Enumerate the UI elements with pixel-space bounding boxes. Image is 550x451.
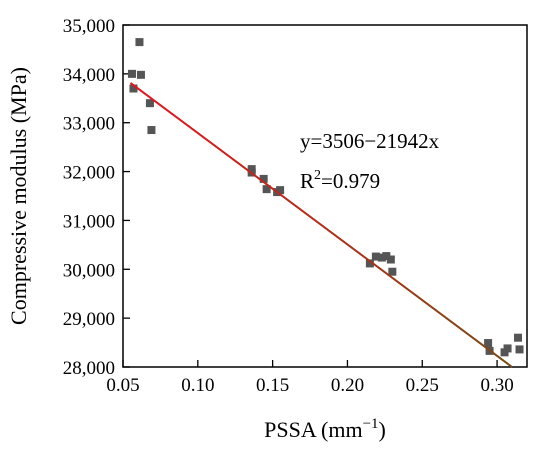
data-point	[503, 344, 512, 353]
data-point	[135, 38, 144, 47]
y-tick-label: 32,000	[63, 163, 115, 184]
data-point	[371, 252, 380, 261]
data-point	[276, 186, 285, 195]
y-tick-label: 29,000	[63, 309, 115, 330]
data-point	[136, 70, 145, 79]
r-squared-label: R2=0.979	[300, 168, 380, 193]
y-axis: 28,000 29,000 30,000 31,000 32,000 33,000 34,0…	[63, 16, 130, 379]
data-point	[127, 69, 136, 78]
y-tick-label: 30,000	[63, 260, 115, 281]
fit-line-group	[129, 82, 513, 368]
data-point	[514, 333, 523, 342]
data-point	[388, 267, 397, 276]
data-points	[127, 38, 524, 357]
data-point	[147, 126, 156, 135]
data-point	[386, 255, 395, 264]
y-tick-label: 31,000	[63, 211, 115, 232]
plot-frame	[122, 24, 528, 368]
data-point	[484, 339, 493, 348]
data-point	[515, 345, 524, 354]
plot-area	[122, 24, 528, 368]
data-point	[129, 84, 138, 93]
x-tick-label: 0.25	[406, 375, 439, 396]
x-tick-label: 0.05	[106, 375, 139, 396]
x-axis-title: PSSA (mm−1)	[264, 416, 386, 442]
y-tick-label: 33,000	[63, 114, 115, 135]
data-point	[382, 252, 391, 261]
data-point	[365, 259, 374, 268]
x-axis: 0.05 0.10 0.15 0.20 0.25 0.30	[106, 360, 514, 396]
data-point	[145, 99, 154, 108]
data-point	[377, 253, 386, 262]
data-point	[262, 185, 271, 194]
fit-equation: y=3506−21942x	[300, 129, 440, 153]
data-point	[259, 174, 268, 183]
y-tick-label: 35,000	[63, 16, 115, 37]
x-tick-label: 0.30	[480, 375, 513, 396]
y-tick-label: 28,000	[63, 358, 115, 379]
y-axis-title: Compressive modulus (MPa)	[6, 67, 31, 325]
x-tick-label: 0.15	[256, 375, 289, 396]
x-tick-label: 0.20	[331, 375, 364, 396]
y-tick-label: 34,000	[63, 65, 115, 86]
x-tick-label: 0.10	[181, 375, 214, 396]
fit-line	[129, 82, 513, 368]
